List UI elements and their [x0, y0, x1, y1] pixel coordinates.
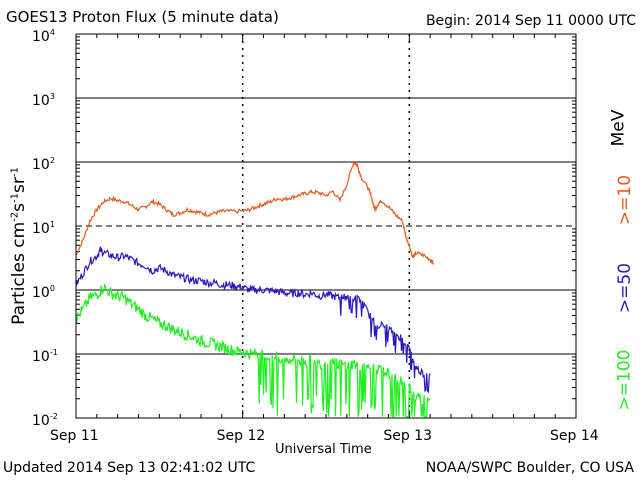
y-tick-label: 102 [32, 153, 55, 173]
y-tick-label: 10-2 [32, 409, 58, 429]
y-tick-exponent: 4 [49, 28, 55, 37]
y-tick-label: 10-1 [32, 345, 58, 365]
y-tick-base: 10 [32, 349, 50, 365]
begin-time: Begin: 2014 Sep 11 0000 UTC [425, 13, 636, 29]
y-tick-base: 10 [32, 221, 50, 237]
series-line-10mev [75, 161, 435, 266]
y-tick-base: 10 [32, 285, 50, 301]
y-tick-exponent: 3 [49, 92, 55, 101]
plot-frame [75, 33, 577, 419]
x-tick-label: Sep 11 [50, 428, 99, 444]
y-tick-base: 10 [32, 29, 50, 45]
x-tick-label: Sep 13 [383, 428, 432, 444]
y-tick-label: 100 [32, 281, 55, 301]
y-tick-exponent: -1 [49, 348, 58, 357]
updated-timestamp: Updated 2014 Sep 13 02:41:02 UTC [3, 460, 256, 476]
y-tick-exponent: 1 [49, 220, 55, 229]
x-tick-label: Sep 12 [216, 428, 266, 444]
y-tick-base: 10 [32, 93, 50, 109]
series-line-100mev [75, 282, 431, 418]
y-tick-label: 103 [32, 89, 55, 109]
x-tick-label: Sep 14 [550, 428, 599, 444]
y-tick-exponent: -2 [49, 412, 58, 421]
y-tick-label: 104 [32, 25, 55, 45]
y-tick-exponent: 0 [49, 284, 55, 293]
legend-series-50mev: >=50 [615, 262, 636, 314]
legend-series-100mev: >=100 [614, 349, 635, 411]
chart-title: GOES13 Proton Flux (5 minute data) [6, 8, 279, 26]
legend-unit: MeV [608, 109, 629, 147]
x-axis-label: Universal Time [275, 442, 372, 457]
series-line-50mev [75, 246, 431, 394]
y-tick-exponent: 2 [49, 156, 55, 165]
y-tick-label: 101 [32, 217, 55, 237]
credit-text: NOAA/SWPC Boulder, CO USA [425, 460, 634, 476]
legend-series-10mev: >=10 [615, 174, 636, 226]
y-tick-base: 10 [32, 413, 50, 429]
y-tick-base: 10 [32, 157, 50, 173]
